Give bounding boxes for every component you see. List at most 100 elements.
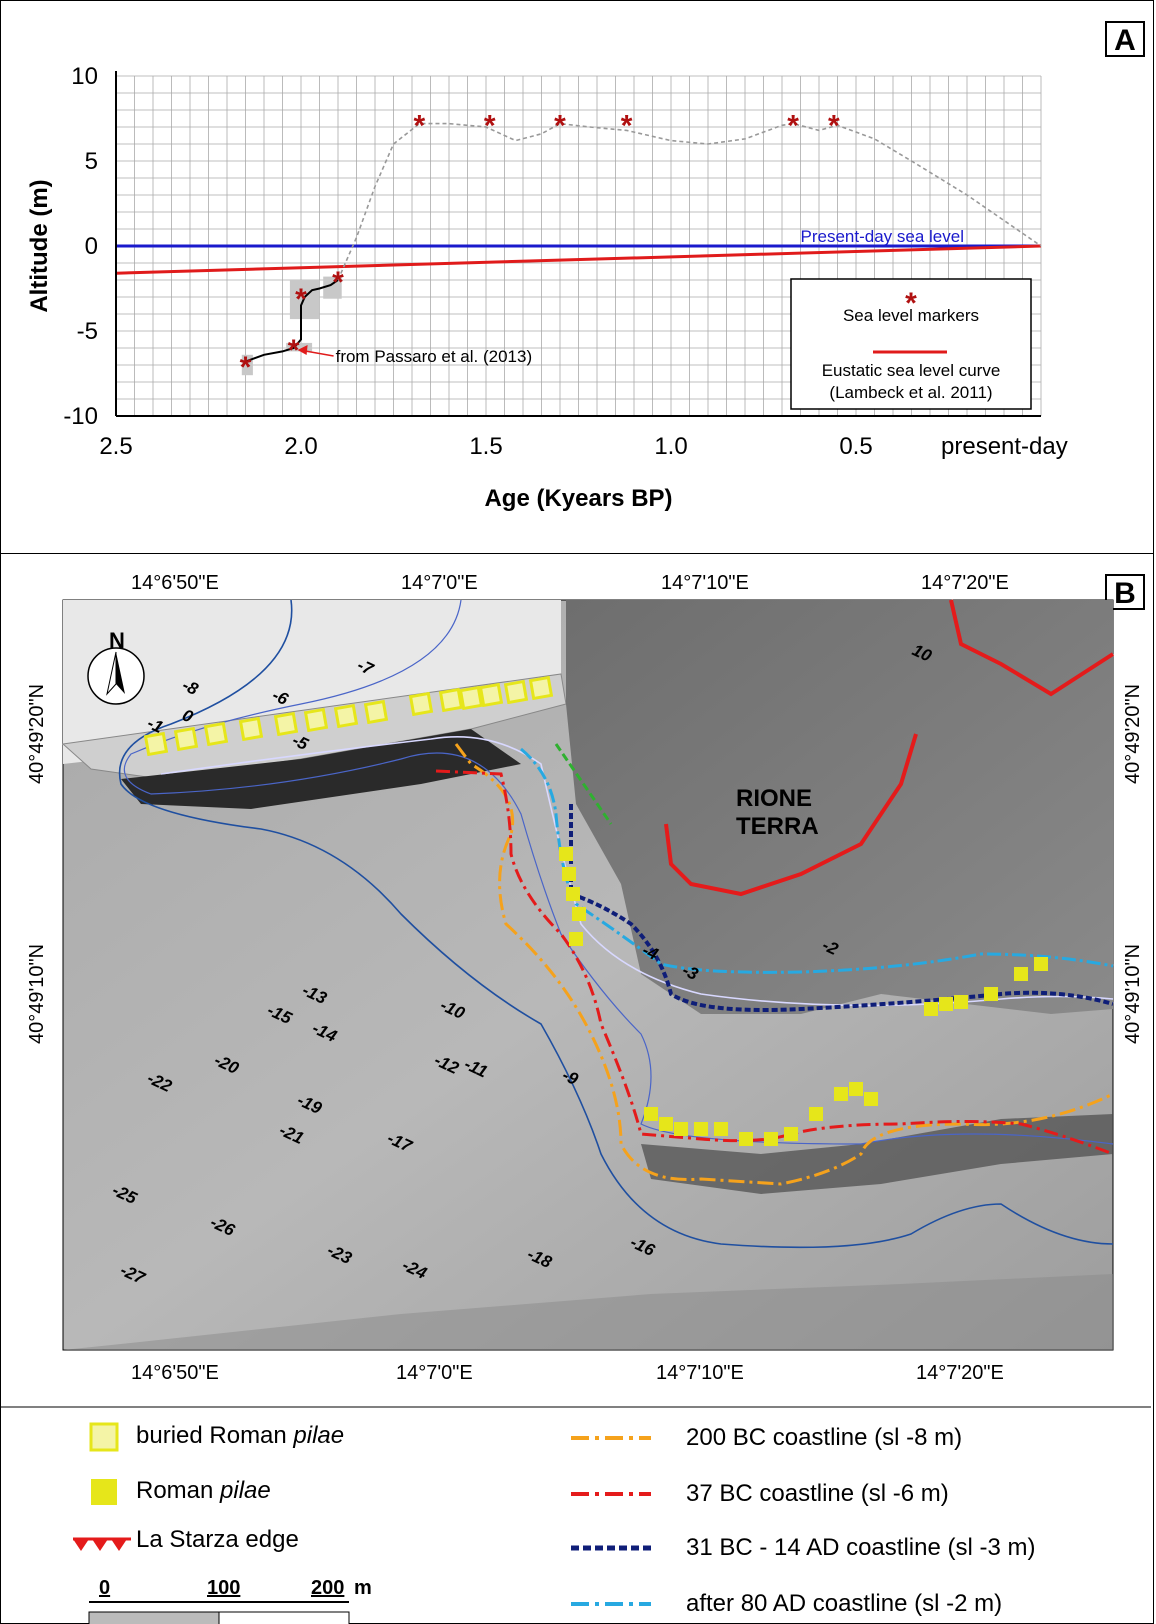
x-tick-label: 1.5: [469, 433, 502, 460]
annotation-arrowhead: [297, 345, 308, 355]
legend-c37bc: 37 BC coastline (sl -6 m): [686, 1480, 949, 1507]
buried-pilae: [203, 721, 229, 747]
legend-marker-label: Sea level markers: [843, 306, 979, 325]
scale-label-200: 200: [311, 1577, 345, 1599]
lat-tick-right-2: 40°49'10"N: [1122, 944, 1144, 1044]
x-axis-label: Age (Kyears BP): [484, 485, 672, 512]
roman-pilae: [559, 847, 573, 861]
sea-level-marker: *: [414, 110, 426, 143]
x-tick-label: 2.0: [284, 433, 317, 460]
buried-pilae: [478, 682, 504, 708]
sea-level-marker: *: [787, 110, 799, 143]
lon-tick-bottom-2: 14°7'0"E: [396, 1362, 473, 1384]
buried-pilae-group: [143, 675, 554, 757]
la-starza-swatch: [73, 1537, 131, 1551]
sea-level-marker: *: [240, 351, 252, 384]
sea-level-marker: *: [288, 334, 300, 367]
roman-pilae: [924, 1002, 938, 1016]
error-box: [286, 342, 313, 352]
series-interpolated_dashed: [337, 122, 1042, 281]
y-tick-label: 10: [71, 63, 98, 90]
sea-level-marker: *: [295, 283, 307, 316]
legend-c31bc: 31 BC - 14 AD coastline (sl -3 m): [686, 1534, 1036, 1561]
contour-10: [118, 599, 1114, 1249]
sea-level-marker: *: [828, 110, 840, 143]
x-tick-label: present-day: [941, 433, 1068, 460]
present-day-label: Present-day sea level: [801, 227, 964, 246]
error-box: [241, 354, 253, 376]
lon-tick-top-1: 14°6'50"E: [131, 572, 219, 594]
roman-pilae: [784, 1127, 798, 1141]
roman-pilae: [764, 1132, 778, 1146]
roman-pilae: [849, 1082, 863, 1096]
y-tick-label: -10: [63, 403, 98, 430]
legend-c200bc: 200 BC coastline (sl -8 m): [686, 1424, 963, 1451]
scale-label-0: 0: [99, 1577, 111, 1599]
buried-pilae: [438, 687, 464, 713]
annotation-text: from Passaro et al. (2013): [336, 347, 533, 366]
roman-pilae-swatch: [91, 1479, 117, 1505]
contour-1: [160, 736, 1114, 1007]
series-measured_black: [245, 279, 339, 363]
lon-tick-bottom-3: 14°7'10"E: [656, 1362, 744, 1384]
buried-pilae: [408, 691, 434, 717]
buried-pilae: [503, 679, 529, 705]
legend-curve-label-2: (Lambeck et al. 2011): [829, 383, 992, 402]
lon-tick-top-2: 14°7'0"E: [401, 572, 478, 594]
lon-tick-top-4: 14°7'20"E: [921, 572, 1009, 594]
land-area: [566, 600, 1113, 1014]
green-segment: [554, 743, 613, 825]
roman-pilae-group: [559, 847, 1048, 1146]
panel-a-letter: A: [1105, 21, 1145, 57]
y-tick-label: 0: [85, 233, 98, 260]
buried-pilae-swatch: [89, 1422, 119, 1452]
series-eustatic: [115, 244, 1042, 275]
x-tick-label: 1.0: [654, 433, 687, 460]
roman-pilae: [572, 907, 586, 921]
roman-pilae: [569, 932, 583, 946]
error-box: [323, 276, 342, 299]
coastline-200bc: [454, 743, 1114, 1186]
buried-pilae: [143, 731, 169, 757]
scale-bar: [88, 1601, 350, 1624]
legend-buried-pilae: buried Roman pilae: [136, 1422, 345, 1449]
lat-tick-left-1: 40°49'20"N: [26, 684, 48, 784]
roman-pilae: [694, 1122, 708, 1136]
sea-level-chart: Present-day sea level * * * * * * * * * * from Pas…: [26, 63, 1068, 512]
lat-tick-left-2: 40°49'10"N: [26, 944, 48, 1044]
roman-pilae: [659, 1117, 673, 1131]
coastline-37bc: [435, 769, 1114, 1156]
buried-pilae: [173, 726, 199, 752]
roman-pilae: [714, 1122, 728, 1136]
lon-tick-bottom-1: 14°6'50"E: [131, 1362, 219, 1384]
x-tick-label: 0.5: [839, 433, 872, 460]
place-label-rione: RIONE: [736, 785, 812, 812]
lon-tick-bottom-4: 14°7'20"E: [916, 1362, 1004, 1384]
roman-pilae: [1014, 967, 1028, 981]
error-box: [289, 280, 320, 320]
legend-roman-pilae: Roman pilae: [136, 1477, 271, 1504]
coastline-31bc: [569, 804, 1114, 1012]
coastline-80ad: [520, 747, 1114, 974]
sea-level-marker: *: [484, 110, 496, 143]
roman-pilae: [864, 1092, 878, 1106]
legend-marker-symbol: *: [905, 287, 917, 320]
panel-b: B: [0, 553, 1154, 1624]
y-tick-label: -5: [77, 318, 98, 345]
sea-level-marker: *: [554, 110, 566, 143]
panel-a: A Present-day sea level * * * * * * * * * * from P…: [0, 0, 1154, 554]
legend-box: [790, 278, 1032, 410]
buried-pilae: [528, 675, 554, 701]
scale-unit: m: [354, 1577, 372, 1599]
y-axis-label: Altitude (m): [26, 179, 53, 312]
roman-pilae: [566, 887, 580, 901]
x-tick-label: 2.5: [99, 433, 132, 460]
sea-level-marker: *: [332, 266, 344, 299]
legend-curve-label-1: Eustatic sea level curve: [822, 361, 1001, 380]
roman-pilae: [939, 997, 953, 1011]
buried-pilae: [333, 703, 359, 729]
roman-pilae: [954, 995, 968, 1009]
shallow-area: [63, 600, 561, 764]
roman-pilae: [1034, 957, 1048, 971]
lon-tick-top-3: 14°7'10"E: [661, 572, 749, 594]
